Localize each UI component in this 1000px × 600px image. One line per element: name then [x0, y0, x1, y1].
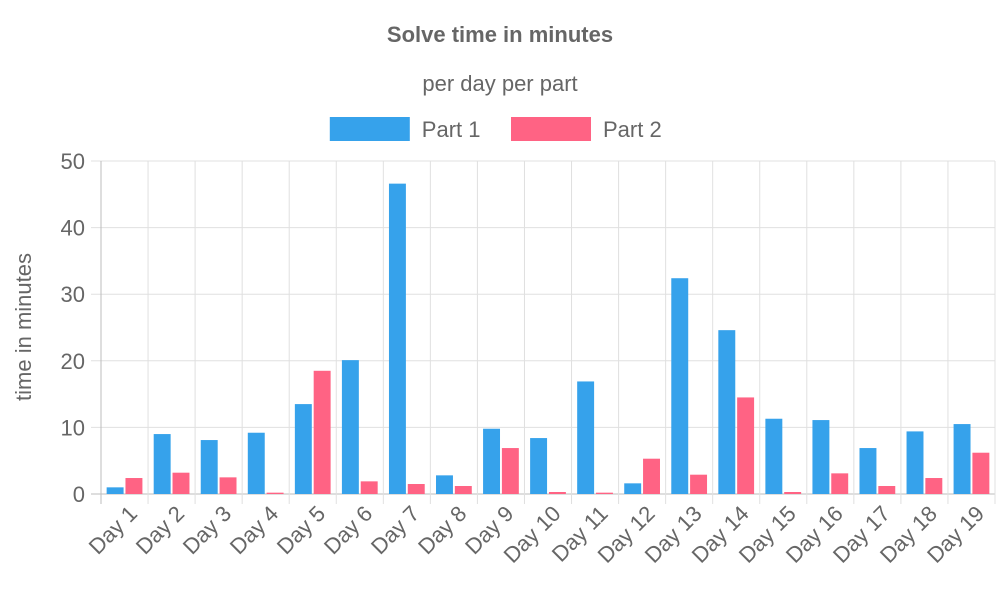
bar-part-2-day-7[interactable] — [407, 484, 425, 494]
y-tick-label: 50 — [61, 149, 85, 174]
bar-part-2-day-2[interactable] — [172, 472, 190, 494]
bar-part-1-day-8[interactable] — [436, 475, 453, 494]
bar-part-1-day-16[interactable] — [812, 420, 830, 494]
bar-part-2-day-18[interactable] — [925, 478, 943, 494]
bars — [106, 183, 990, 494]
x-tick-label: Day 4 — [225, 501, 283, 559]
bar-part-2-day-14[interactable] — [737, 397, 755, 494]
x-tick-label: Day 2 — [131, 501, 189, 559]
legend: Part 1 Part 2 — [329, 117, 662, 142]
x-tick-label: Day 1 — [84, 501, 142, 559]
bar-part-1-day-13[interactable] — [671, 278, 689, 494]
y-tick-label: 40 — [61, 216, 85, 241]
y-tick-label: 20 — [61, 349, 85, 374]
x-tick-label: Day 8 — [413, 501, 471, 559]
bar-part-1-day-19[interactable] — [953, 424, 971, 494]
bar-part-1-day-10[interactable] — [530, 438, 548, 494]
bar-part-2-day-8[interactable] — [454, 486, 472, 494]
bar-part-2-day-12[interactable] — [643, 458, 660, 494]
bar-part-2-day-16[interactable] — [831, 473, 849, 494]
bar-part-2-day-17[interactable] — [878, 486, 896, 494]
chart-title: Solve time in minutes — [387, 22, 613, 47]
y-tick-label: 10 — [61, 415, 85, 440]
bar-part-2-day-19[interactable] — [972, 452, 990, 494]
bar-part-1-day-6[interactable] — [341, 360, 359, 494]
bar-part-1-day-7[interactable] — [388, 183, 406, 494]
y-tick-label: 0 — [73, 482, 85, 507]
bar-part-2-day-3[interactable] — [219, 477, 237, 494]
bar-part-1-day-11[interactable] — [577, 381, 595, 494]
bar-part-1-day-12[interactable] — [624, 483, 642, 494]
legend-label[interactable]: Part 1 — [422, 117, 481, 142]
bar-part-1-day-9[interactable] — [483, 428, 501, 494]
bar-part-1-day-15[interactable] — [765, 418, 783, 494]
bar-part-1-day-2[interactable] — [153, 434, 171, 494]
bar-part-2-day-1[interactable] — [125, 478, 143, 494]
bar-part-2-day-10[interactable] — [548, 492, 566, 494]
legend-swatch[interactable] — [511, 117, 591, 141]
bar-part-2-day-4[interactable] — [266, 492, 284, 494]
bar-part-1-day-4[interactable] — [247, 432, 265, 494]
legend-label[interactable]: Part 2 — [603, 117, 662, 142]
chart-subtitle: per day per part — [422, 71, 577, 96]
bar-part-1-day-3[interactable] — [200, 440, 218, 494]
bar-part-2-day-11[interactable] — [595, 492, 613, 494]
bar-part-2-day-13[interactable] — [690, 474, 708, 494]
bar-part-2-day-15[interactable] — [784, 492, 802, 494]
x-tick-label: Day 7 — [366, 501, 424, 559]
y-axis-title: time in minutes — [11, 253, 36, 401]
x-tick-label: Day 5 — [272, 501, 330, 559]
grid — [91, 160, 996, 504]
bar-part-1-day-1[interactable] — [106, 487, 124, 494]
bar-part-2-day-6[interactable] — [360, 481, 378, 494]
bar-part-1-day-18[interactable] — [906, 431, 924, 494]
y-tick-label: 30 — [61, 282, 85, 307]
bar-part-1-day-17[interactable] — [859, 448, 877, 494]
bar-part-1-day-14[interactable] — [718, 330, 736, 494]
bar-part-2-day-9[interactable] — [501, 448, 519, 494]
bar-part-2-day-5[interactable] — [313, 370, 331, 494]
x-tick-label: Day 6 — [319, 501, 377, 559]
bar-part-1-day-5[interactable] — [294, 404, 312, 494]
x-tick-label: Day 3 — [178, 501, 236, 559]
legend-swatch[interactable] — [329, 117, 410, 141]
